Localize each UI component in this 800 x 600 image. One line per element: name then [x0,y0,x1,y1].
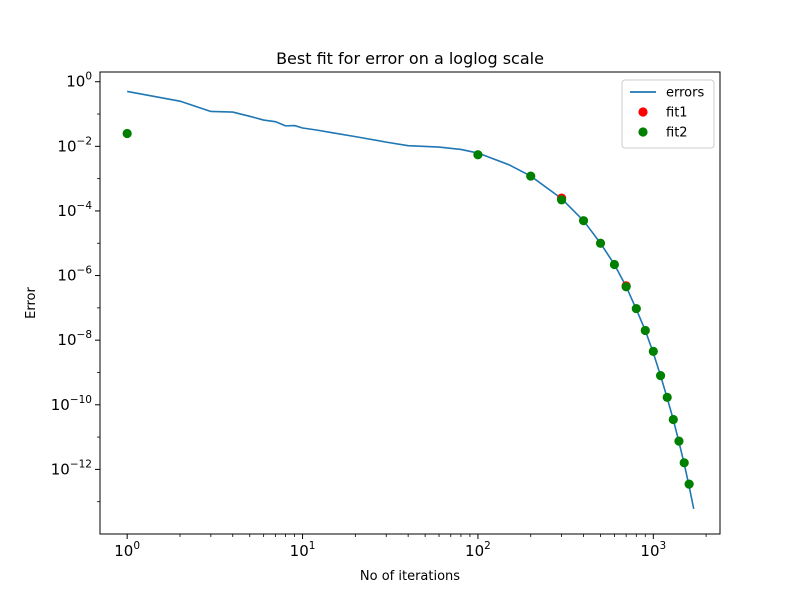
legend: errors fit1 fit2 [621,79,715,149]
series-fit2-point [609,259,620,270]
y-tick-label: 10−2 [57,135,92,155]
series-fit2-point [648,346,658,356]
series-fit2-point [578,216,589,226]
series-fit2-point [668,414,678,425]
series-fit2-point [631,303,641,314]
x-axis-label: No of iterations [360,569,460,584]
x-tick-label: 100 [114,540,140,560]
series-fit2-point [621,282,631,292]
x-tick-label: 103 [640,540,666,560]
series-fit2-point [679,458,689,468]
x-axis-ticks: 100 101 102 103 [114,534,707,560]
series-fit2-point [640,325,650,336]
series-fit2-point [557,195,567,205]
y-tick-label: 100 [66,71,92,91]
axes-frame [99,71,721,535]
series-fit2-point [655,371,666,381]
y-tick-label: 10−12 [51,458,92,478]
y-tick-label: 10−4 [57,200,92,220]
chart-title: Best fit for error on a loglog scale [276,49,544,68]
y-axis-ticks: 100 10−2 10−4 10−6 10−8 10−10 10−12 [51,71,100,503]
series-fit2-point [674,436,684,446]
series-fit2-point [122,128,132,139]
plot-area [122,90,695,510]
y-axis-label: Error [24,287,39,319]
series-fit2-point [526,171,536,181]
y-tick-label: 10−8 [57,329,92,349]
x-tick-label: 101 [290,540,316,560]
legend-label-fit1: fit1 [666,106,688,121]
series-fit2-point [595,238,606,248]
series-fit2-point [684,479,694,489]
y-tick-label: 10−10 [51,394,92,414]
legend-label-fit2: fit2 [666,126,688,141]
series-fit2-point [662,392,672,402]
x-tick-label: 102 [465,540,491,560]
legend-swatch-fit2 [638,127,648,137]
y-tick-label: 10−6 [57,265,92,285]
legend-swatch-fit1 [638,107,648,117]
legend-label-errors: errors [666,86,704,101]
series-fit2-point [473,150,483,160]
